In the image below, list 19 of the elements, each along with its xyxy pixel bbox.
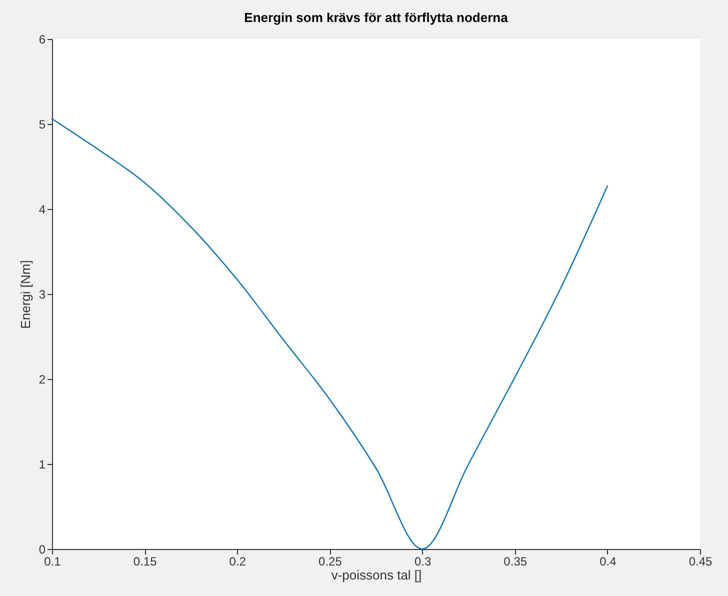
x-tick-label: 0.45 [688,554,712,568]
x-tick-label: 0.1 [44,554,62,568]
y-tick-label: 0 [38,542,46,556]
x-tick-label: 0.4 [600,554,617,568]
chart-title: Energin som krävs för att förflytta noderna [244,10,509,25]
x-tick-label: 0.35 [504,554,528,568]
y-tick-label: 6 [38,32,46,46]
y-tick-label: 5 [38,118,46,132]
x-tick-label: 0.3 [414,554,432,568]
y-tick-label: 4 [38,202,46,216]
y-axis-title: Energi [Nm] [18,260,33,329]
x-tick-label: 0.25 [318,554,342,568]
x-tick-label: 0.2 [229,554,246,568]
x-tick-label: 0.15 [133,554,158,568]
x-axis-title: v-poissons tal [] [331,568,422,582]
y-tick-label: 3 [38,288,46,302]
line-series [51,118,608,550]
y-tick-label: 1 [38,458,46,472]
y-tick-label: 2 [38,372,46,386]
